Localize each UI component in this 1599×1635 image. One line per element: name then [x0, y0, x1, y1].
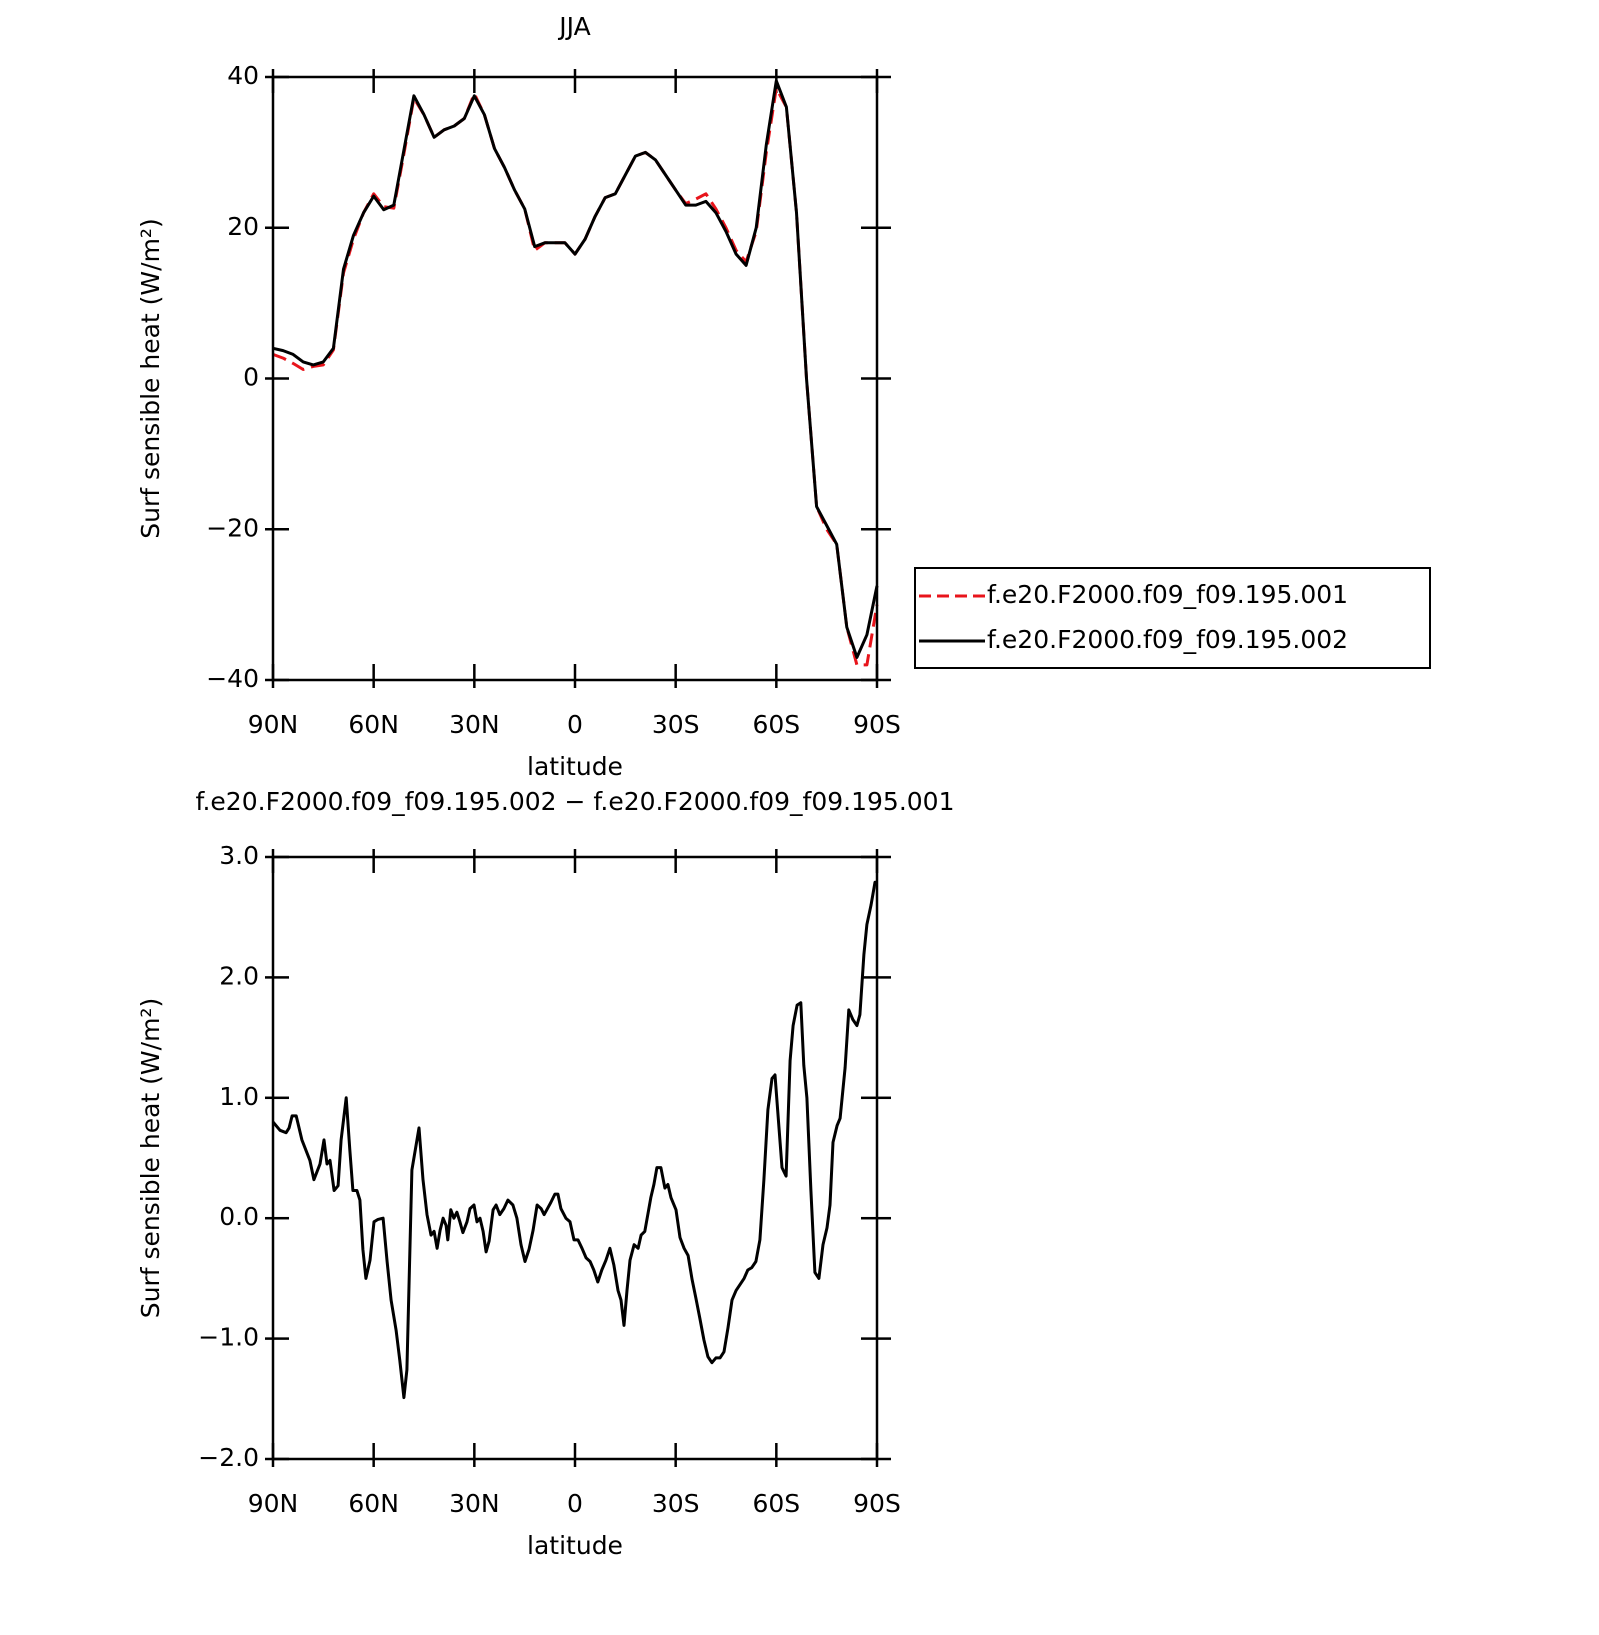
y-tick-label: 40 — [227, 61, 259, 90]
y-axis-label: Surf sensible heat (W/m²) — [136, 218, 165, 538]
plot-frame — [271, 855, 879, 1461]
y-tick-label: −20 — [206, 513, 259, 542]
y-tick-label: 3.0 — [219, 841, 259, 870]
y-tick-label: −1.0 — [198, 1323, 259, 1352]
x-tick-label: 60S — [752, 710, 800, 739]
x-tick-label: 0 — [567, 1489, 583, 1518]
x-tick-label: 30N — [449, 710, 500, 739]
data-line — [272, 86, 879, 667]
legend-box — [914, 567, 1431, 669]
x-axis-label: latitude — [527, 752, 623, 781]
legend-label: f.e20.F2000.f09_f09.195.001 — [987, 580, 1348, 609]
x-tick-label: 60N — [348, 710, 399, 739]
y-tick-label: 2.0 — [219, 961, 259, 990]
x-tick-label: 0 — [567, 710, 583, 739]
x-tick-label: 90S — [853, 710, 901, 739]
x-tick-label: 60N — [348, 1489, 399, 1518]
y-tick-label: 20 — [227, 212, 259, 241]
y-tick-label: 0.0 — [219, 1202, 259, 1231]
data-line — [272, 79, 879, 659]
y-tick-label: 0 — [243, 363, 259, 392]
y-tick-label: −2.0 — [198, 1443, 259, 1472]
x-tick-label: 30S — [652, 1489, 700, 1518]
chart-title: JJA — [557, 12, 590, 41]
x-tick-label: 60S — [752, 1489, 800, 1518]
y-tick-label: −40 — [206, 664, 259, 693]
x-tick-label: 90N — [248, 1489, 299, 1518]
legend-label: f.e20.F2000.f09_f09.195.002 — [987, 625, 1348, 654]
x-axis-label: latitude — [527, 1531, 623, 1560]
x-tick-label: 30N — [449, 1489, 500, 1518]
chart-title: f.e20.F2000.f09_f09.195.002 − f.e20.F200… — [196, 787, 955, 816]
x-tick-label: 90S — [853, 1489, 901, 1518]
plot-frame — [271, 75, 879, 682]
data-line — [271, 880, 877, 1400]
y-tick-label: 1.0 — [219, 1082, 259, 1111]
x-tick-label: 90N — [248, 710, 299, 739]
y-axis-label: Surf sensible heat (W/m²) — [136, 998, 165, 1318]
x-tick-label: 30S — [652, 710, 700, 739]
